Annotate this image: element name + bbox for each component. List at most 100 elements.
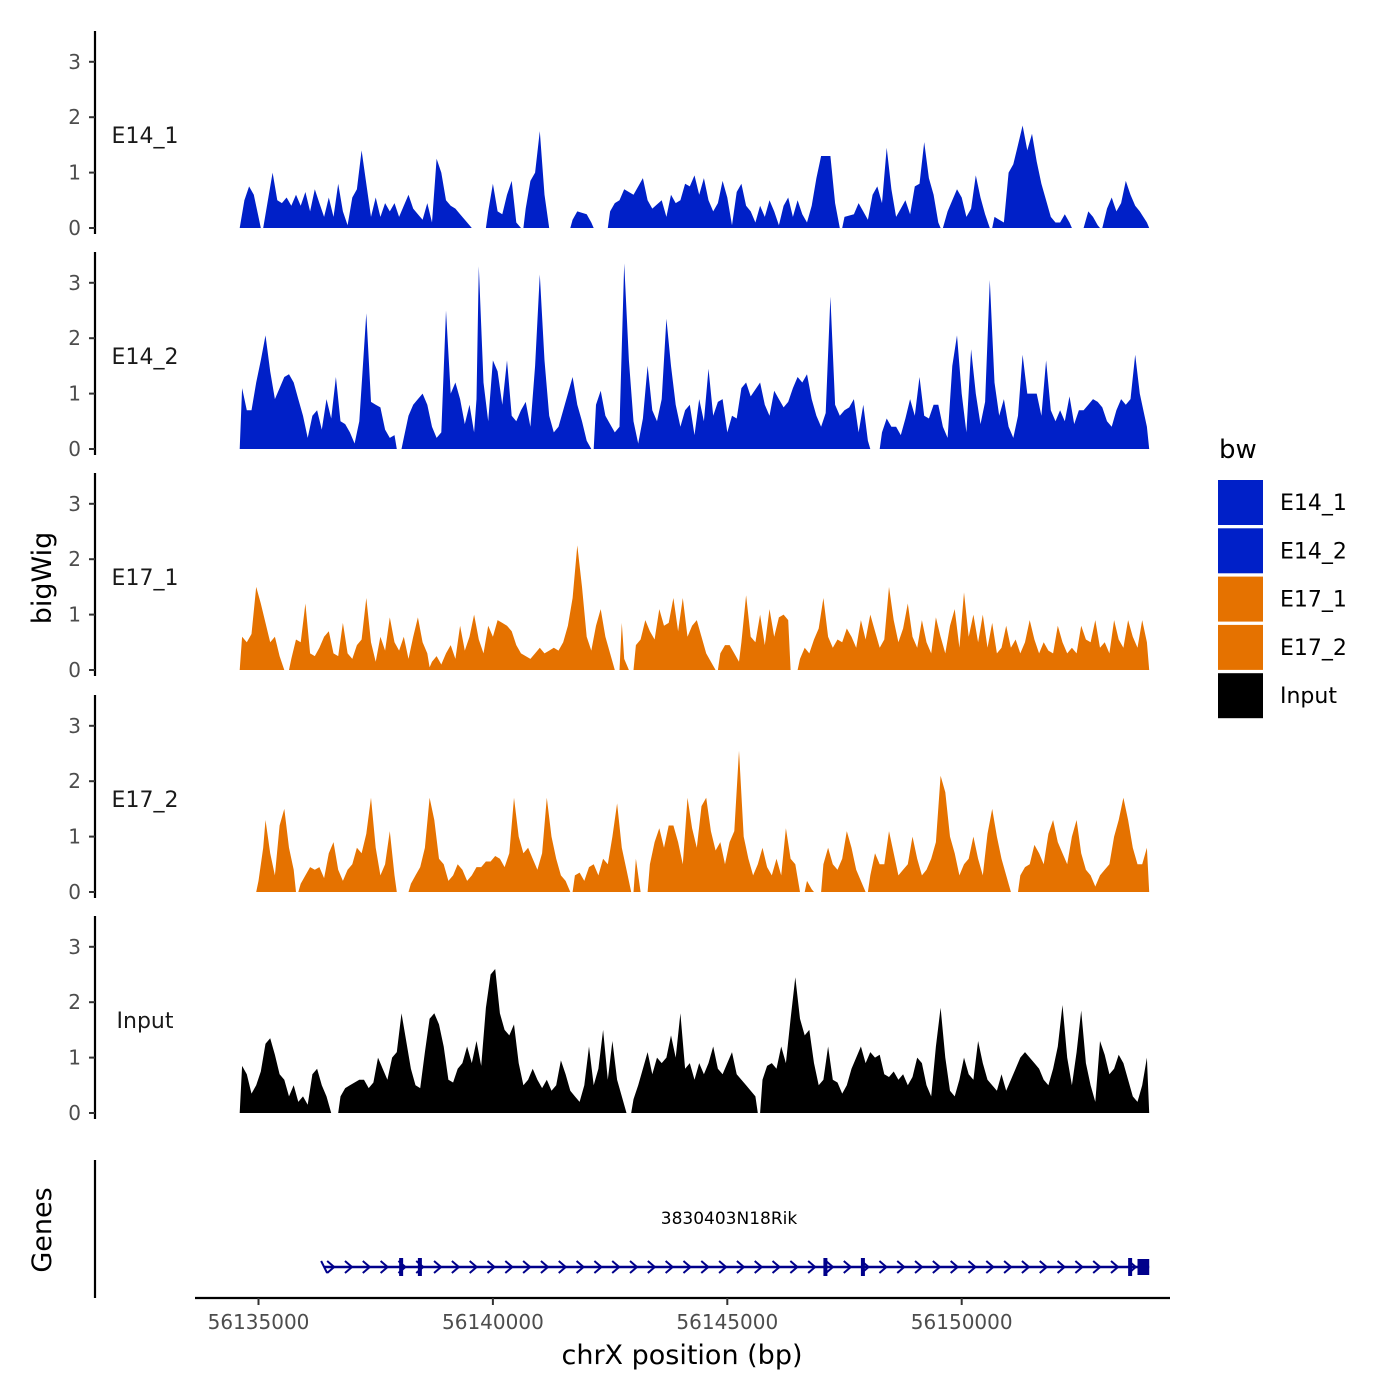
track-area-E17_1 bbox=[239, 586, 285, 670]
y-tick-label: 3 bbox=[68, 935, 81, 959]
track-area-E14_1 bbox=[239, 186, 261, 228]
legend: bw E14_1 E14_2 E17_1 E17_2 Input bbox=[1218, 435, 1347, 719]
legend-entry-Input: Input bbox=[1218, 673, 1337, 719]
track-area-E17_2 bbox=[867, 775, 1011, 892]
track-area-E14_1 bbox=[942, 175, 990, 228]
track-area-E17_2 bbox=[298, 797, 397, 892]
strand-arrow bbox=[558, 1260, 568, 1274]
legend-entry-E14_2: E14_2 bbox=[1218, 528, 1347, 574]
strand-arrow bbox=[1021, 1260, 1031, 1274]
strand-arrow bbox=[486, 1260, 497, 1274]
strand-arrow bbox=[736, 1260, 746, 1274]
legend-entry-E17_1: E17_1 bbox=[1218, 576, 1347, 622]
strand-arrow bbox=[504, 1260, 514, 1274]
strand-arrow bbox=[362, 1260, 372, 1274]
strand-arrow bbox=[433, 1260, 443, 1274]
genes-track: 3830403N18Rik bbox=[93, 1160, 1150, 1298]
y-tick-label: 0 bbox=[68, 437, 81, 461]
track-E14_2: 0 1 2 3 E14_2 bbox=[68, 252, 1150, 461]
track-area-E14_1 bbox=[842, 142, 941, 228]
track-area-E14_1 bbox=[607, 156, 840, 228]
strand-arrow bbox=[896, 1260, 906, 1274]
y-tick-label: 0 bbox=[68, 1101, 81, 1125]
track-area-E14_1 bbox=[1102, 180, 1150, 228]
y-tick-label: 3 bbox=[68, 714, 81, 738]
legend-entry-E17_2: E17_2 bbox=[1218, 624, 1347, 670]
tracks-layer: 0 1 2 3 E14_1 0 1 2 3 E14_2 0 1 2 3 E17_1 0 1 2 3 E17_2 0 1 2 3… bbox=[68, 31, 1150, 1125]
strand-arrow bbox=[1110, 1260, 1120, 1274]
strand-arrow bbox=[789, 1260, 799, 1274]
y-axis-title: bigWig bbox=[27, 532, 58, 625]
y-tick-label: 1 bbox=[68, 603, 81, 627]
track-area-E17_1 bbox=[633, 598, 716, 670]
strand-arrow bbox=[1003, 1260, 1013, 1274]
x-tick-label: 56140000 bbox=[442, 1310, 544, 1334]
y-tick-label: 3 bbox=[68, 271, 81, 295]
legend-label: E14_1 bbox=[1280, 491, 1347, 516]
track-label: E17_1 bbox=[112, 566, 179, 591]
legend-entry-E14_1: E14_1 bbox=[1218, 480, 1347, 525]
y-tick-label: 2 bbox=[68, 547, 81, 571]
strand-arrow bbox=[718, 1260, 728, 1274]
strand-arrow bbox=[985, 1260, 995, 1274]
y-tick-label: 2 bbox=[68, 105, 81, 129]
track-area-E17_1 bbox=[289, 545, 615, 670]
strand-arrow bbox=[611, 1260, 621, 1274]
track-area-E17_2 bbox=[572, 803, 632, 892]
track-area-Input bbox=[239, 1038, 332, 1113]
strand-arrow bbox=[807, 1260, 817, 1274]
legend-swatch bbox=[1218, 624, 1263, 670]
track-area-E14_1 bbox=[263, 150, 472, 228]
strand-arrow bbox=[326, 1260, 336, 1274]
y-tick-label: 0 bbox=[68, 658, 81, 682]
strand-arrow bbox=[878, 1260, 888, 1274]
track-area-E14_1 bbox=[485, 180, 521, 228]
strand-arrow bbox=[843, 1260, 853, 1274]
y-tick-label: 1 bbox=[68, 1046, 81, 1070]
strand-arrow bbox=[540, 1260, 550, 1274]
strand-arrow bbox=[771, 1260, 782, 1274]
y-tick-label: 2 bbox=[68, 326, 81, 350]
track-area-E14_2 bbox=[401, 266, 592, 449]
y-tick-label: 1 bbox=[68, 161, 81, 185]
legend-title: bw bbox=[1219, 435, 1257, 465]
track-area-E17_2 bbox=[633, 858, 641, 892]
track-area-E17_2 bbox=[804, 880, 814, 892]
gene-exon bbox=[1128, 1258, 1133, 1276]
strand-arrow bbox=[754, 1260, 764, 1274]
x-axis: 56135000 56140000 56145000 56150000 bbox=[195, 1296, 1170, 1334]
strand-arrow bbox=[1092, 1260, 1102, 1274]
strand-arrow bbox=[682, 1260, 692, 1274]
y-tick-label: 3 bbox=[68, 50, 81, 74]
legend-label: Input bbox=[1280, 684, 1337, 709]
track-area-E14_2 bbox=[879, 280, 1150, 449]
legend-swatch bbox=[1218, 480, 1263, 525]
strand-arrow bbox=[1056, 1260, 1067, 1274]
track-E17_1: 0 1 2 3 E17_1 bbox=[68, 473, 1150, 682]
strand-arrow bbox=[647, 1260, 657, 1274]
track-area-E14_2 bbox=[239, 313, 397, 449]
legend-swatch bbox=[1218, 673, 1263, 719]
strand-arrow bbox=[629, 1260, 639, 1274]
x-tick-label: 56135000 bbox=[208, 1310, 310, 1334]
track-label: Input bbox=[117, 1009, 174, 1034]
track-area-E17_2 bbox=[1018, 797, 1150, 892]
track-area-Input bbox=[338, 969, 627, 1113]
strand-arrow bbox=[344, 1260, 354, 1274]
track-area-E17_2 bbox=[647, 750, 800, 892]
strand-arrow bbox=[825, 1260, 835, 1274]
strand-arrow bbox=[593, 1260, 603, 1274]
track-area-E17_2 bbox=[821, 831, 866, 892]
strand-arrow bbox=[664, 1260, 675, 1274]
strand-arrow bbox=[932, 1260, 942, 1274]
strand-arrow bbox=[914, 1260, 924, 1274]
strand-arrow bbox=[950, 1260, 960, 1274]
strand-arrow bbox=[575, 1260, 586, 1274]
y-tick-label: 2 bbox=[68, 769, 81, 793]
gene-start-mark bbox=[320, 1260, 329, 1274]
track-area-E14_2 bbox=[593, 263, 871, 449]
track-area-E14_1 bbox=[1083, 211, 1100, 228]
y-tick-label: 1 bbox=[68, 825, 81, 849]
y-tick-label: 3 bbox=[68, 492, 81, 516]
legend-label: E17_1 bbox=[1280, 588, 1347, 613]
